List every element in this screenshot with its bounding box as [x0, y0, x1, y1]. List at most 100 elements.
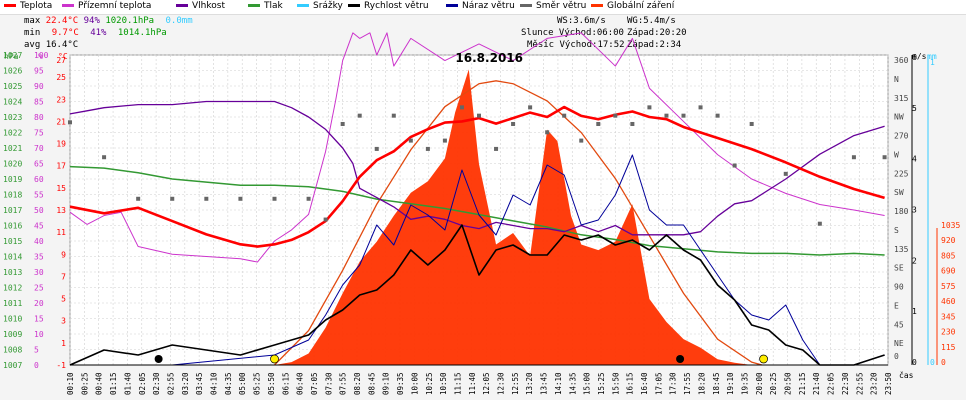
wind-dir-point — [323, 217, 328, 222]
tick-pct: 5 — [34, 346, 39, 355]
tick-pct: 55 — [34, 191, 44, 200]
stat-ws: WS:3.6m/s — [557, 16, 606, 26]
moon-set-icon — [154, 355, 163, 363]
tick-hpa: 1022 — [3, 129, 22, 138]
tick-ms: 6 — [912, 53, 917, 62]
stat-min-hum: 41% — [90, 28, 107, 38]
wind-dir-point — [68, 120, 72, 125]
stat-avg-row: avg 16.4°C — [24, 40, 78, 50]
wind-dir-point — [647, 105, 652, 110]
wind-dir-point — [630, 121, 635, 126]
tick-time: 19:35 — [740, 372, 749, 395]
legend-swatch — [176, 4, 188, 7]
tick-time: 03:20 — [181, 372, 190, 395]
axis-title-pct: % — [38, 52, 43, 61]
stat-avg-label: avg — [24, 40, 41, 50]
stat-min-press: 1014.1hPa — [117, 28, 167, 38]
stat-max-rain: 0.0mm — [165, 16, 193, 26]
tick-c: 25 — [56, 73, 66, 82]
tick-c: 13 — [56, 206, 66, 215]
stat-min-temp: 9.7°C — [51, 28, 79, 38]
tick-pct: 25 — [34, 284, 44, 293]
tick-wm2: 230 — [941, 328, 956, 337]
tick-pct: 75 — [34, 129, 44, 138]
wind-dir-point — [357, 113, 362, 118]
tick-time: 20:50 — [784, 372, 793, 395]
tick-time: 11:15 — [453, 372, 462, 395]
tick-time: 15:25 — [597, 372, 606, 395]
stat-max-row: max 22.4°C 94% 1020.1hPa 0.0mm — [24, 16, 193, 26]
wind-dir-point — [459, 105, 464, 110]
wind-dir-point — [579, 138, 584, 143]
tick-time: 06:40 — [296, 372, 305, 395]
tick-time: 08:20 — [353, 372, 362, 395]
axis-title-ms: m/s — [912, 52, 927, 61]
tick-dir: 45 — [894, 320, 904, 329]
tick-wm2: 460 — [941, 297, 956, 306]
wind-dir-point — [306, 196, 311, 201]
tick-dir: NW — [894, 113, 904, 122]
wind-dir-point — [664, 113, 669, 118]
tick-hpa: 1024 — [3, 98, 22, 107]
tick-c: 9 — [61, 250, 66, 259]
tick-dir: S — [894, 226, 899, 235]
sunrise-icon — [270, 354, 279, 364]
tick-time: 06:15 — [281, 372, 290, 395]
tick-wm2: 805 — [941, 251, 956, 260]
tick-time: 10:50 — [439, 372, 448, 395]
tick-time: 07:05 — [310, 372, 319, 395]
tick-pct: 0 — [34, 361, 39, 370]
tick-time: 20:00 — [755, 372, 764, 395]
tick-ms: 0 — [912, 358, 917, 367]
tick-time: 02:55 — [166, 372, 175, 395]
tick-hpa: 1010 — [3, 315, 22, 324]
legend-bar: Teplota Přízemní teplota Vlhkost Tlak Srážky… — [0, 0, 966, 15]
tick-c: -1 — [56, 361, 66, 370]
clear-sky-curve — [274, 80, 763, 366]
radiation-area — [70, 69, 888, 365]
wind-dir-point — [851, 155, 856, 160]
tick-dir: W — [894, 150, 899, 159]
wind-dir-point — [391, 113, 396, 118]
tick-c: 17 — [56, 162, 66, 171]
tick-c: 3 — [61, 317, 66, 326]
tick-hpa: 1014 — [3, 253, 22, 262]
tick-c: 7 — [61, 272, 66, 281]
tick-time: 12:30 — [497, 372, 506, 395]
temperature-line — [69, 105, 885, 248]
chart-title: 16.8.2016 — [455, 51, 523, 65]
tick-c: 21 — [56, 117, 66, 126]
tick-time: 23:20 — [870, 372, 879, 395]
tick-time: 12:05 — [482, 372, 491, 395]
wind-dir-point — [204, 196, 209, 201]
stat-max-label: max — [24, 16, 41, 26]
tick-pct: 95 — [34, 67, 44, 76]
tick-dir: 135 — [894, 245, 909, 254]
stat-avg-temp: 16.4°C — [45, 40, 79, 50]
tick-hpa: 1017 — [3, 206, 22, 215]
tick-time: 11:40 — [468, 372, 477, 395]
tick-time: 17:05 — [654, 372, 663, 395]
tick-time: 05:00 — [238, 372, 247, 395]
stat-sun: Slunce Východ:06:00 — [521, 28, 624, 38]
tick-hpa: 1012 — [3, 284, 22, 293]
tick-time: 13:45 — [540, 372, 549, 395]
tick-hpa: 1013 — [3, 268, 22, 277]
legend-item-2: Vlhkost — [176, 1, 225, 11]
legend-label: Teplota — [20, 1, 53, 11]
tick-dir: 360 — [894, 56, 909, 65]
wind-dir-point — [562, 113, 567, 118]
axis-title-c: °C — [58, 52, 68, 61]
tick-dir: 315 — [894, 94, 909, 103]
tick-time: 08:45 — [367, 372, 376, 395]
legend-swatch — [248, 4, 260, 7]
stat-moon-set: Západ:2:34 — [627, 40, 682, 50]
tick-dir: 270 — [894, 132, 909, 141]
axis-title-hpa: hPa — [4, 52, 19, 61]
tick-time: 09:10 — [382, 372, 391, 395]
tick-hpa: 1020 — [3, 160, 22, 169]
tick-wm2: 1035 — [941, 221, 960, 230]
tick-hpa: 1018 — [3, 191, 22, 200]
legend-label: Vlhkost — [192, 1, 225, 11]
